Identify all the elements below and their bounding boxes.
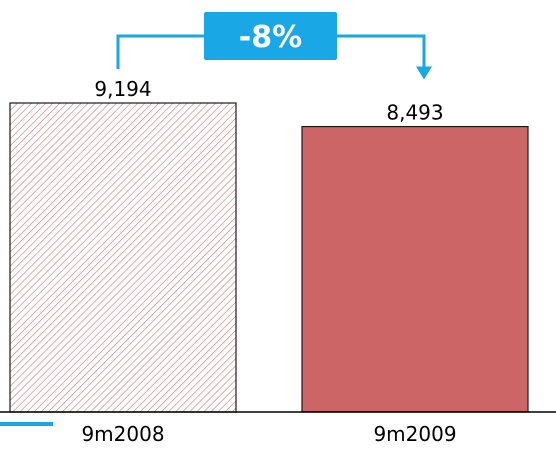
- category-label-9m2008: 9m2008: [81, 422, 164, 444]
- bar-9m2008: [9, 102, 237, 413]
- change-badge: [204, 12, 337, 60]
- callout-connector-right: [337, 34, 426, 68]
- bar-9m2009: [301, 125, 529, 413]
- value-label-9m2008: 9,194: [94, 77, 151, 101]
- change-badge-label: -8%: [239, 20, 302, 55]
- labels-layer: 9,194 9m2008 8,493 9m2009: [81, 77, 456, 446]
- change-callout: -8%: [116, 12, 432, 80]
- value-label-9m2009: 8,493: [386, 101, 443, 125]
- bars-layer: [9, 102, 529, 413]
- category-label-9m2009: 9m2009: [373, 422, 456, 444]
- callout-connector-left: [116, 34, 204, 69]
- down-arrow-icon: [416, 66, 432, 80]
